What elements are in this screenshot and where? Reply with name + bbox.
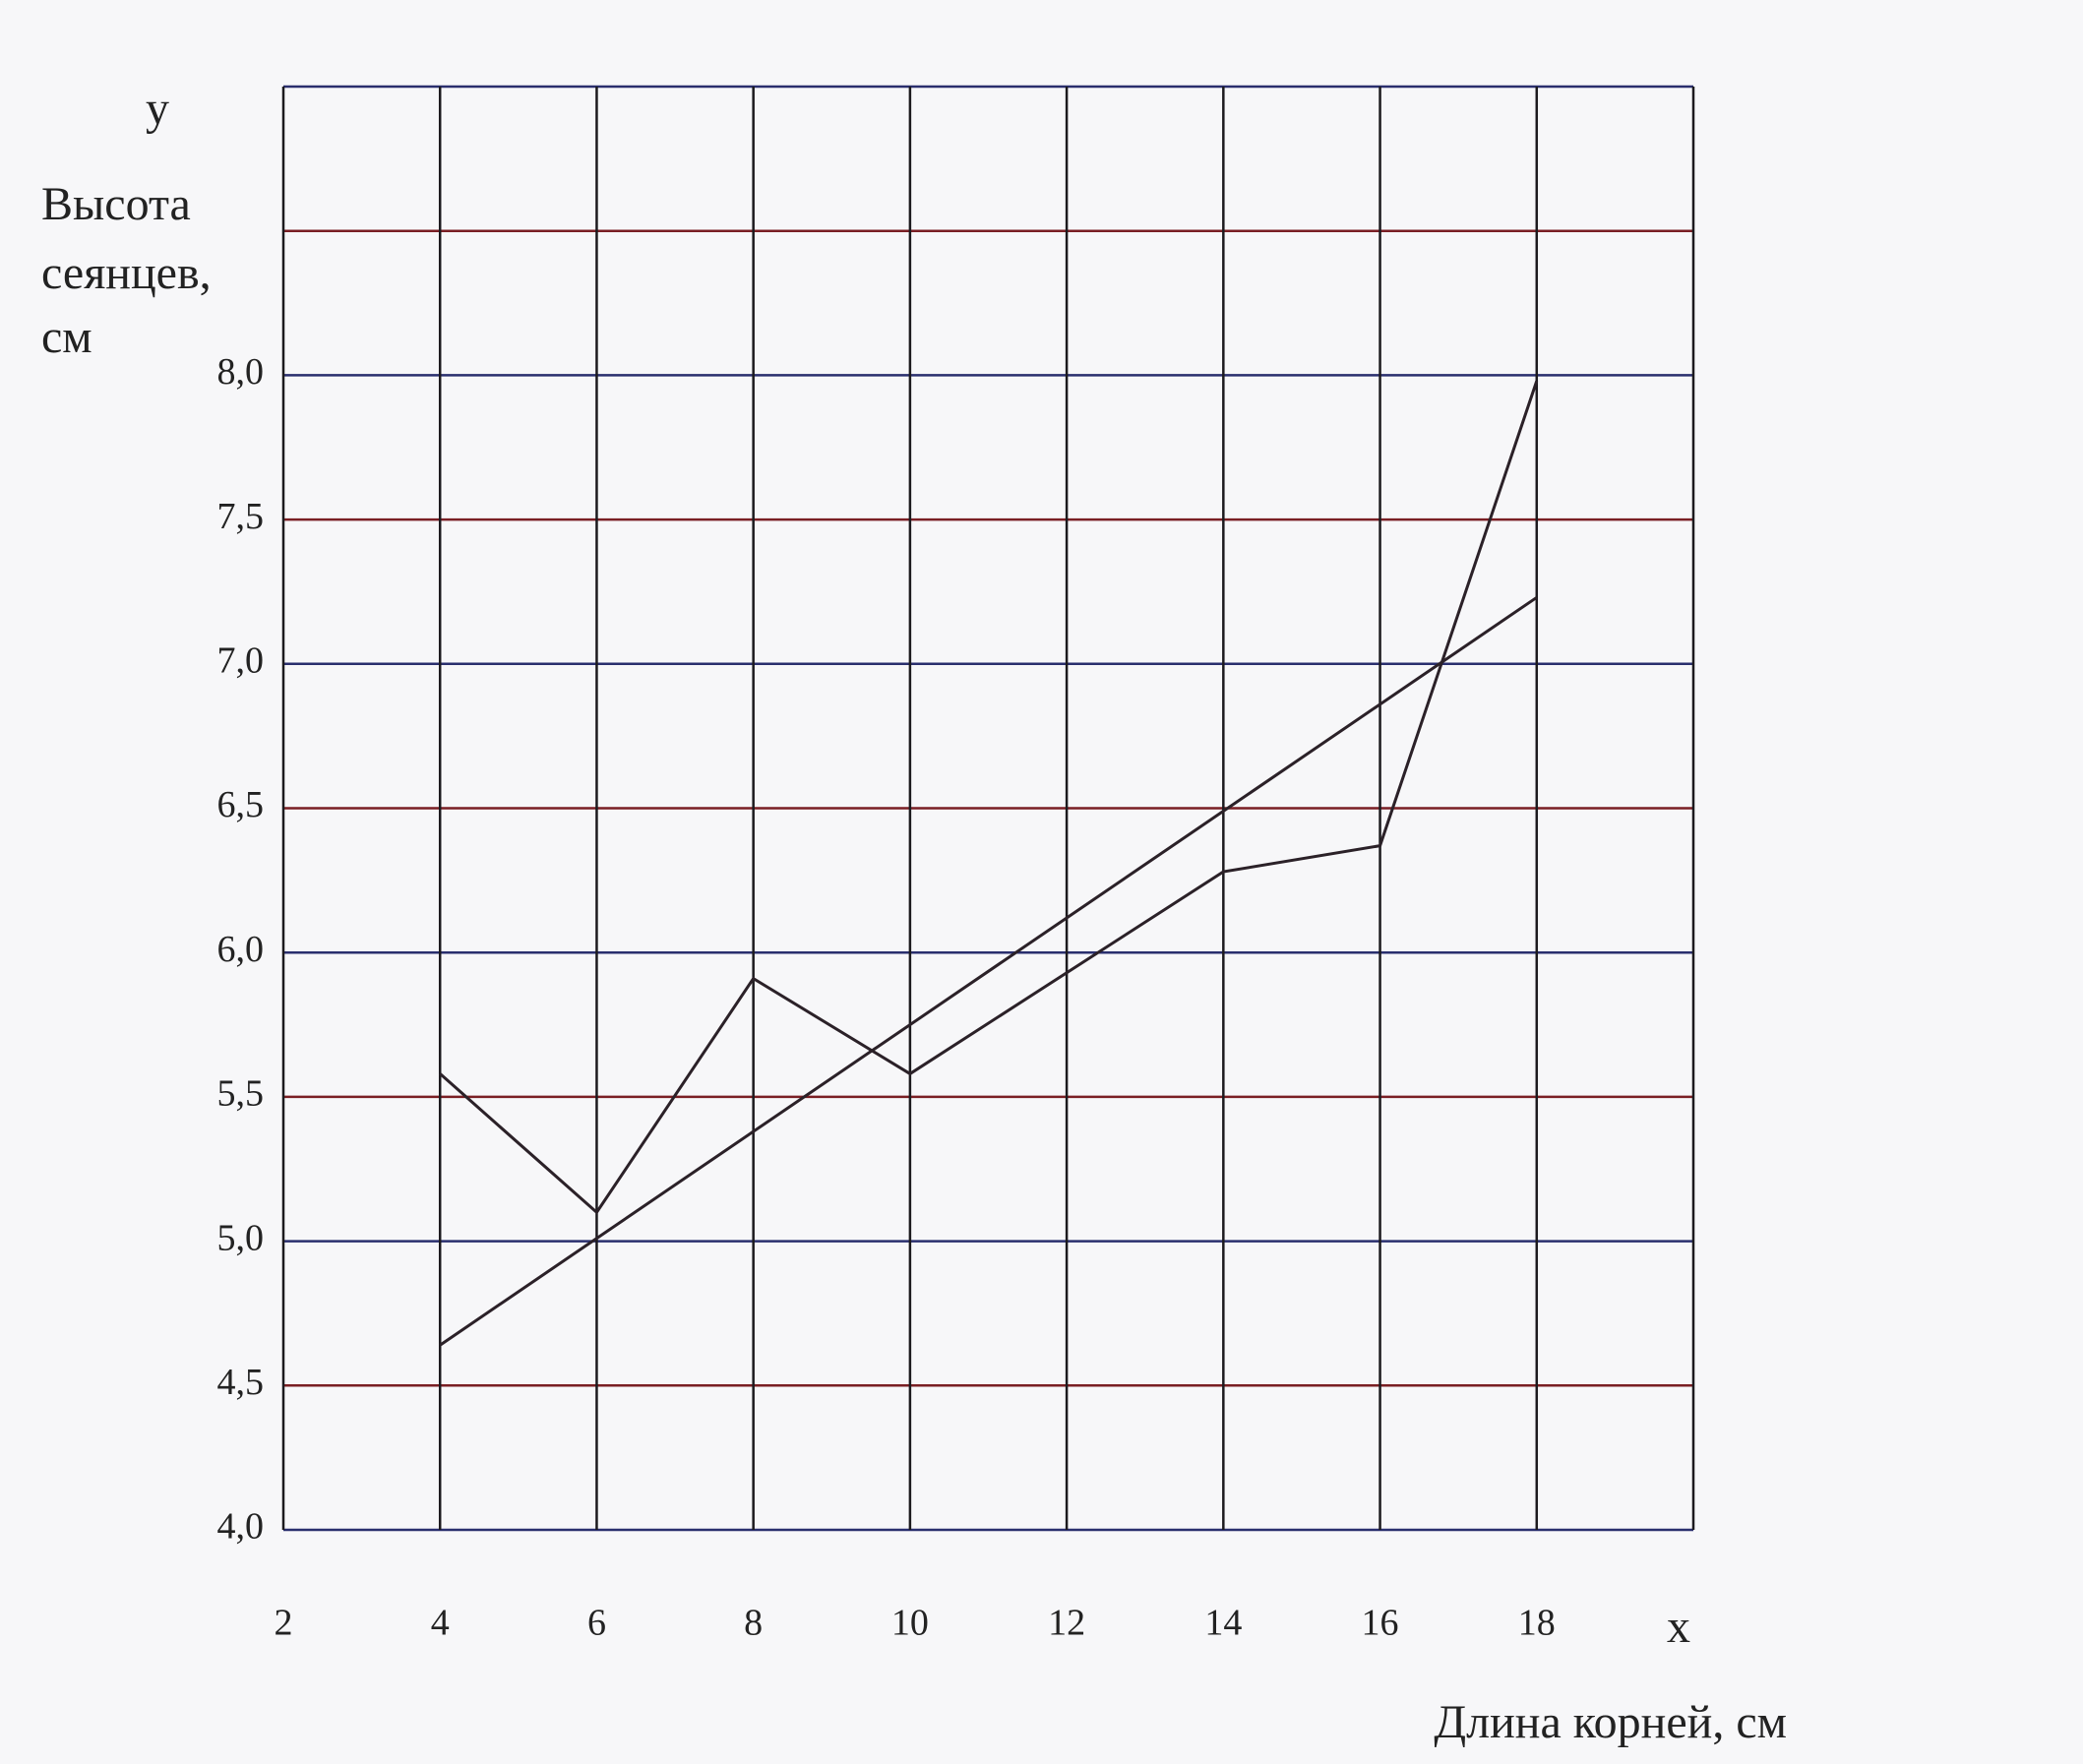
x-tick-label: 4 bbox=[431, 1603, 450, 1644]
y-tick-label: 6,5 bbox=[217, 784, 265, 825]
x-tick-label: 12 bbox=[1048, 1603, 1085, 1644]
y-tick-label: 8,0 bbox=[217, 351, 265, 393]
x-tick-label: 18 bbox=[1518, 1603, 1556, 1644]
y-tick-label: 4,0 bbox=[217, 1506, 265, 1548]
x-tick-label: 2 bbox=[275, 1603, 293, 1644]
y-tick-label: 6,0 bbox=[217, 929, 265, 970]
data-line bbox=[439, 596, 1538, 1347]
y-axis-label: Высота bbox=[41, 178, 191, 230]
y-tick-label: 7,0 bbox=[217, 640, 265, 682]
x-axis-symbol: х bbox=[1667, 1601, 1690, 1653]
y-tick-label: 5,0 bbox=[217, 1217, 265, 1258]
y-axis-symbol: у bbox=[146, 83, 169, 135]
x-tick-label: 14 bbox=[1204, 1603, 1242, 1644]
y-axis-label: сеянцев, bbox=[41, 247, 212, 299]
y-tick-label: 4,5 bbox=[217, 1362, 265, 1403]
x-tick-label: 10 bbox=[891, 1603, 929, 1644]
y-axis-label: см bbox=[41, 311, 92, 363]
y-tick-label: 7,5 bbox=[217, 496, 265, 537]
x-tick-label: 16 bbox=[1362, 1603, 1399, 1644]
x-tick-label: 6 bbox=[587, 1603, 606, 1644]
data-line bbox=[439, 380, 1539, 1215]
y-tick-label: 5,5 bbox=[217, 1073, 265, 1115]
x-axis-label: Длина корней, см bbox=[1434, 1696, 1787, 1748]
x-tick-label: 8 bbox=[744, 1603, 763, 1644]
